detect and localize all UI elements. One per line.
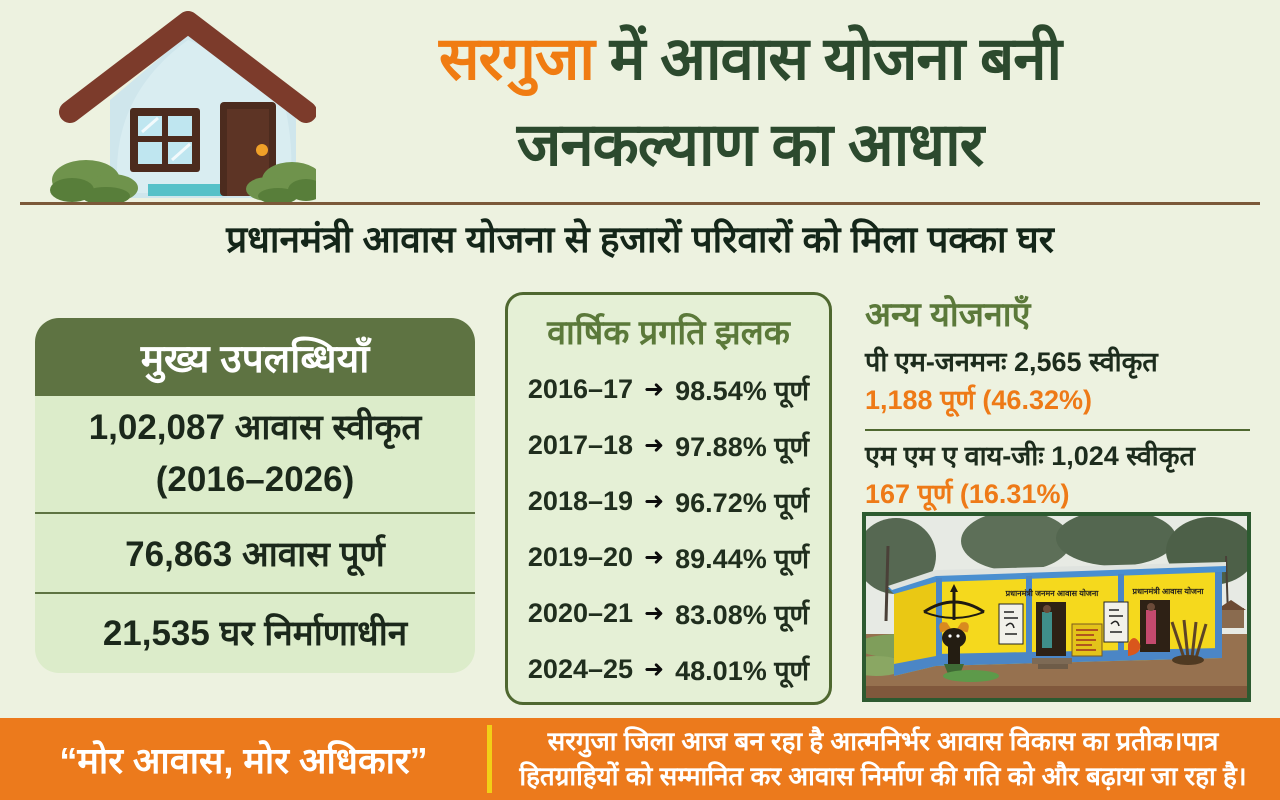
arrow-icon: ➜ bbox=[644, 543, 665, 571]
progress-row: 2017–18 ➜ 97.88% पूर्ण bbox=[508, 417, 829, 473]
other-schemes-title: अन्य योजनाएँ bbox=[865, 296, 1031, 334]
house-illustration-icon bbox=[48, 8, 324, 205]
house-icon bbox=[50, 11, 324, 205]
arrow-icon: ➜ bbox=[644, 655, 665, 683]
arrow-icon: ➜ bbox=[644, 599, 665, 627]
footer-message: सरगुजा जिला आज बन रहा है आत्मनिर्भर आवास… bbox=[500, 718, 1266, 800]
title-line-2: जनकल्याण का आधार bbox=[516, 111, 984, 178]
achievement-line: 76,863 आवास पूर्ण bbox=[125, 534, 385, 574]
scheme-completed: 167 पूर्ण (16.31%) bbox=[865, 479, 1070, 509]
progress-row: 2018–19 ➜ 96.72% पूर्ण bbox=[508, 473, 829, 529]
progress-value: 97.88% पूर्ण bbox=[675, 431, 810, 462]
progress-year: 2018–19 bbox=[527, 485, 634, 516]
annual-progress-title: वार्षिक प्रगति झलक bbox=[547, 314, 790, 352]
annual-progress-rows: 2016–17 ➜ 98.54% पूर्ण 2017–18 ➜ 97.88% … bbox=[508, 361, 829, 697]
scheme-approved: एम एम ए वाय-जीः 1,024 स्वीकृत bbox=[865, 441, 1195, 471]
progress-year: 2020–21 bbox=[527, 597, 634, 628]
footer-message-line-2: हितग्राहियों को सम्मानित कर आवास निर्माण… bbox=[519, 761, 1247, 791]
achievement-item: 21,535 घर निर्माणाधीन bbox=[35, 594, 475, 671]
footer-bar: “मोर आवास, मोर अधिकार” सरगुजा जिला आज बन… bbox=[0, 718, 1280, 800]
subtitle: प्रधानमंत्री आवास योजना से हजारों परिवार… bbox=[226, 219, 1054, 260]
progress-row: 2020–21 ➜ 83.08% पूर्ण bbox=[508, 585, 829, 641]
scheme-item: पी एम-जनमनः 2,565 स्वीकृत 1,188 पूर्ण (4… bbox=[865, 343, 1250, 419]
title-line-1: सरगुजा में आवास योजना बनी bbox=[300, 16, 1200, 102]
progress-value: 96.72% पूर्ण bbox=[675, 487, 810, 518]
arrow-icon: ➜ bbox=[644, 375, 665, 403]
building-label-left: प्रधानमंत्री जनमन आवास योजना bbox=[1005, 588, 1100, 598]
footer-message-line-1: सरगुजा जिला आज बन रहा है आत्मनिर्भर आवास… bbox=[547, 726, 1219, 756]
progress-value: 89.44% पूर्ण bbox=[675, 543, 810, 574]
divider bbox=[35, 592, 475, 594]
progress-value: 83.08% पूर्ण bbox=[675, 599, 810, 630]
title-rest: में आवास योजना बनी bbox=[593, 25, 1062, 92]
achievement-item: 1,02,087 आवास स्वीकृत (2016–2026) bbox=[35, 396, 475, 512]
progress-value: 48.01% पूर्ण bbox=[675, 655, 810, 686]
arrow-icon: ➜ bbox=[644, 431, 665, 459]
other-schemes-section: अन्य योजनाएँ पी एम-जनमनः 2,565 स्वीकृत 1… bbox=[865, 292, 1250, 513]
progress-row: 2024–25 ➜ 48.01% पूर्ण bbox=[508, 641, 829, 697]
achievement-line: (2016–2026) bbox=[155, 460, 355, 499]
achievement-line: 21,535 घर निर्माणाधीन bbox=[102, 614, 408, 653]
achievement-item: 76,863 आवास पूर्ण bbox=[35, 514, 475, 592]
arrow-icon: ➜ bbox=[644, 487, 665, 515]
achievements-title: मुख्य उपलब्धियाँ bbox=[35, 318, 475, 396]
building-photo-illustration: प्रधानमंत्री जनमन आवास योजना प्रधानमंत्र… bbox=[866, 516, 1247, 698]
progress-row: 2016–17 ➜ 98.54% पूर्ण bbox=[508, 361, 829, 417]
title-highlight: सरगुजा bbox=[438, 25, 595, 92]
annual-progress-box: वार्षिक प्रगति झलक 2016–17 ➜ 98.54% पूर्… bbox=[505, 292, 832, 705]
page-title: सरगुजा में आवास योजना बनी जनकल्याण का आध… bbox=[300, 16, 1200, 188]
progress-year: 2017–18 bbox=[527, 429, 634, 460]
scheme-building-photo: प्रधानमंत्री जनमन आवास योजना प्रधानमंत्र… bbox=[862, 512, 1251, 702]
footer-quote: “मोर आवास, मोर अधिकार” bbox=[59, 739, 428, 781]
scheme-completed: 1,188 पूर्ण (46.32%) bbox=[865, 385, 1092, 415]
scheme-item: एम एम ए वाय-जीः 1,024 स्वीकृत 167 पूर्ण … bbox=[865, 437, 1250, 513]
divider bbox=[35, 512, 475, 514]
divider bbox=[865, 429, 1250, 431]
divider bbox=[487, 725, 492, 793]
scheme-approved: पी एम-जनमनः 2,565 स्वीकृत bbox=[865, 347, 1158, 377]
progress-value: 98.54% पूर्ण bbox=[675, 375, 810, 406]
progress-row: 2019–20 ➜ 89.44% पूर्ण bbox=[508, 529, 829, 585]
header-rule bbox=[20, 202, 1260, 205]
progress-year: 2024–25 bbox=[527, 653, 634, 684]
achievements-box: मुख्य उपलब्धियाँ 1,02,087 आवास स्वीकृत (… bbox=[35, 318, 475, 673]
progress-year: 2016–17 bbox=[527, 373, 634, 404]
progress-year: 2019–20 bbox=[527, 541, 634, 572]
achievement-line: 1,02,087 आवास स्वीकृत bbox=[88, 408, 422, 447]
building-label-right: प्रधानमंत्री आवास योजना bbox=[1132, 586, 1205, 596]
